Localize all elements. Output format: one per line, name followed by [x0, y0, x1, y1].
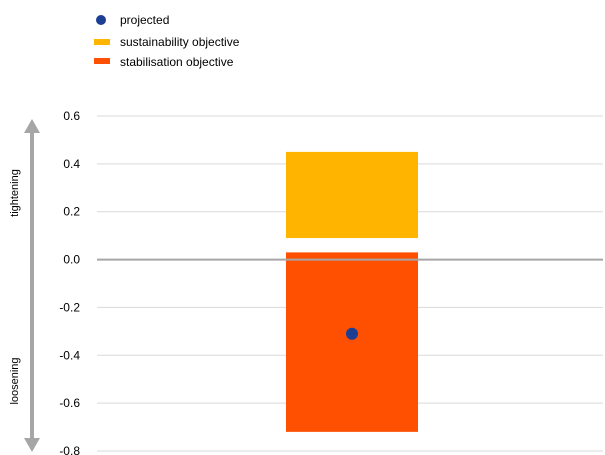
y-tick-label: 0.0	[63, 253, 80, 267]
y-tick-label: -0.2	[59, 300, 80, 314]
y-tick-labels: 0.6 0.4 0.2 0.0 -0.2 -0.4 -0.6 -0.8	[59, 109, 80, 455]
y-tick-label: -0.4	[59, 348, 80, 362]
legend-sustainability-label: sustainability objective	[120, 35, 240, 49]
direction-arrow	[24, 119, 40, 452]
stabilisation-objective-bar	[286, 252, 418, 432]
y-tick-label: -0.6	[59, 396, 80, 410]
legend-projected-marker	[96, 15, 106, 25]
tightening-label: tightening	[9, 169, 21, 217]
sustainability-objective-bar	[286, 151, 418, 239]
legend-stabilisation-label: stabilisation objective	[120, 55, 234, 69]
legend-projected-label: projected	[120, 13, 169, 27]
legend-sustainability-marker	[94, 39, 110, 45]
loosening-label: loosening	[9, 357, 21, 404]
legend: projected sustainability objective stabi…	[94, 13, 240, 69]
y-tick-label: 0.2	[63, 205, 80, 219]
y-tick-label: 0.6	[63, 109, 80, 123]
legend-stabilisation-marker	[94, 58, 110, 64]
y-tick-label: 0.4	[63, 157, 80, 171]
projected-point	[346, 327, 358, 340]
y-tick-label: -0.8	[59, 444, 80, 455]
